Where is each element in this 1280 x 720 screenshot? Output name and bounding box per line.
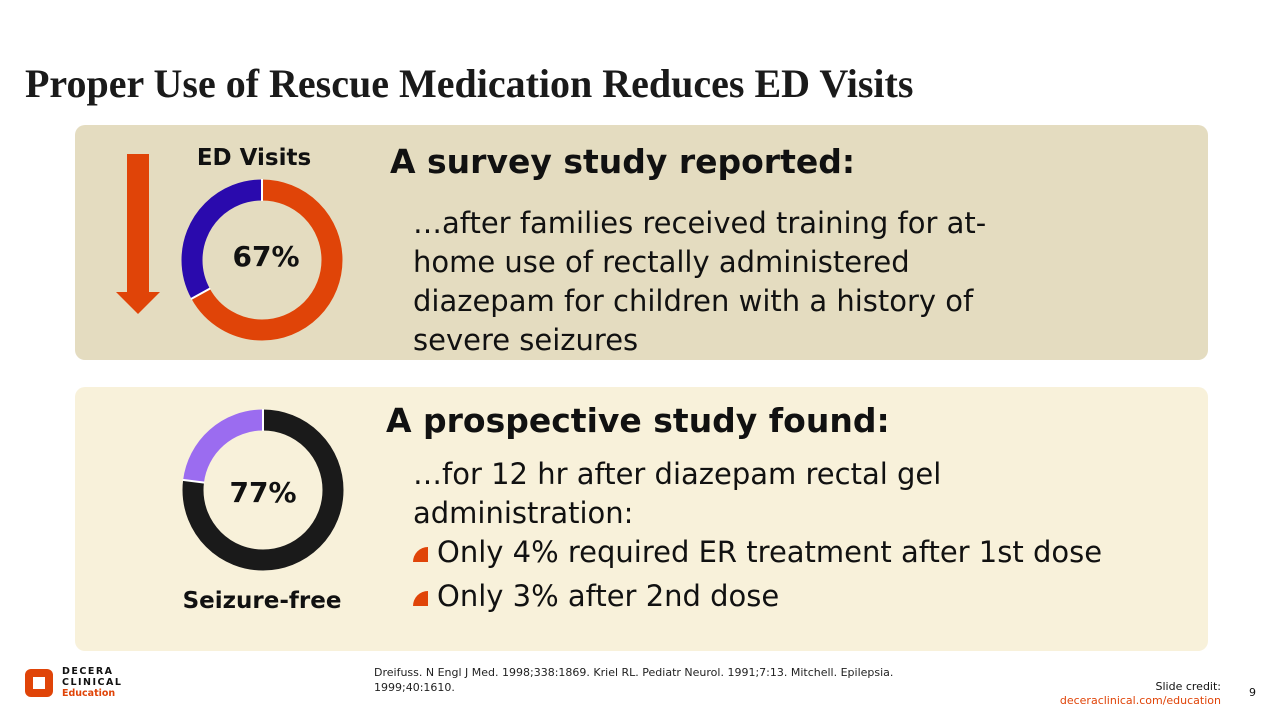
- seizure-free-value: 77%: [229, 476, 297, 509]
- bullet-text: Only 4% required ER treatment after 1st …: [437, 535, 1103, 569]
- survey-body: …after families received training for at…: [413, 206, 987, 357]
- logo-line1: DECERA: [62, 666, 114, 677]
- bullet-item: Only 3% after 2nd dose: [413, 579, 779, 613]
- seizure-free-donut: [182, 409, 344, 571]
- prospective-heading: A prospective study found:: [386, 401, 890, 440]
- survey-heading: A survey study reported:: [390, 142, 856, 181]
- slide-title: Proper Use of Rescue Medication Reduces …: [25, 61, 914, 106]
- decera-logo: DECERA CLINICAL Education: [25, 666, 122, 699]
- ed-visits-label: ED Visits: [196, 145, 312, 171]
- slide-credit: Slide credit: deceraclinical.com/educatio…: [1060, 680, 1221, 708]
- donut-separator: [182, 478, 205, 484]
- references: Dreifuss. N Engl J Med. 1998;338:1869. K…: [374, 666, 894, 694]
- logo-line3: Education: [62, 688, 116, 699]
- seizure-free-label: Seizure-free: [182, 588, 342, 614]
- prospective-body: …for 12 hr after diazepam rectal gel adm…: [413, 457, 942, 530]
- credit-label: Slide credit:: [1155, 680, 1222, 693]
- ed-visits-value: 67%: [232, 240, 300, 273]
- logo-mark-icon: [25, 668, 53, 697]
- donut-separator: [190, 287, 211, 300]
- credit-link[interactable]: deceraclinical.com/education: [1059, 694, 1221, 707]
- logo-line2: CLINICAL: [62, 677, 123, 688]
- page-number: 9: [1249, 686, 1256, 699]
- bullet-icon: [413, 590, 428, 606]
- bullet-item: Only 4% required ER treatment after 1st …: [413, 535, 1102, 569]
- bullet-icon: [413, 546, 428, 562]
- bullet-text: Only 3% after 2nd dose: [437, 579, 780, 613]
- ed-visits-donut: [181, 179, 343, 341]
- down-arrow-icon: [116, 154, 160, 314]
